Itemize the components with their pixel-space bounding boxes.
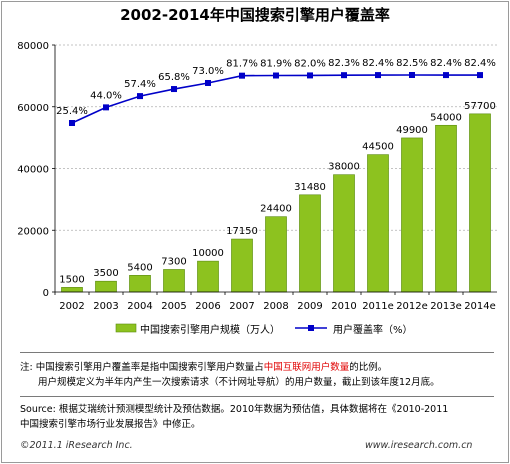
coverage-value-label: 73.0% xyxy=(192,66,224,77)
bar-value-label: 38000 xyxy=(328,162,360,173)
x-tick-label: 2013e xyxy=(430,301,462,312)
coverage-point-2012e xyxy=(409,72,415,78)
bar-2014e xyxy=(469,113,491,293)
bar-2011e xyxy=(367,154,389,293)
bar-2003 xyxy=(95,280,117,293)
coverage-value-label: 82.4% xyxy=(464,58,496,69)
x-tick-label: 2003 xyxy=(93,301,118,312)
x-tick-label: 2011e xyxy=(362,301,394,312)
note-line-1-a: 注: 中国搜索引擎用户覆盖率是指中国搜索引擎用户数量占 xyxy=(20,362,264,373)
notes-divider-bottom xyxy=(20,396,494,397)
notes-divider-top xyxy=(20,352,494,353)
bar-value-label: 1500 xyxy=(59,274,84,285)
coverage-point-2006 xyxy=(205,79,211,86)
bar-2009 xyxy=(299,194,321,293)
coverage-value-label: 65.8% xyxy=(158,72,190,83)
y-tick-label: 40000 xyxy=(17,165,49,176)
coverage-value-label: 44.0% xyxy=(90,90,122,101)
legend-label-line: 用户覆盖率（%） xyxy=(333,323,413,336)
note-line-1-b: 的比例。 xyxy=(349,362,388,373)
bar-value-label: 5400 xyxy=(127,262,152,273)
bar-value-label: 31480 xyxy=(294,182,326,193)
coverage-point-2005 xyxy=(171,86,177,93)
x-tick-label: 2010 xyxy=(331,301,356,312)
bar-2006 xyxy=(197,260,219,293)
x-tick-label: 2002 xyxy=(59,301,84,312)
bar-value-label: 57700 xyxy=(464,101,496,112)
bar-2012e xyxy=(401,137,423,293)
bar-2002 xyxy=(61,287,83,293)
coverage-point-2011e xyxy=(375,72,381,79)
coverage-value-label: 82.0% xyxy=(294,58,326,69)
coverage-value-label: 57.4% xyxy=(124,79,156,90)
coverage-value-label: 25.4% xyxy=(56,106,88,117)
coverage-value-label: 81.9% xyxy=(260,59,292,70)
coverage-point-2014e xyxy=(477,72,483,79)
y-tick-label: 80000 xyxy=(17,41,49,52)
coverage-point-2004 xyxy=(137,93,143,100)
bar-value-label: 44500 xyxy=(362,142,394,153)
coverage-point-2003 xyxy=(103,104,109,111)
x-tick-label: 2007 xyxy=(229,301,254,312)
bar-value-label: 24400 xyxy=(260,204,292,215)
coverage-point-2008 xyxy=(273,72,279,79)
coverage-point-2013e xyxy=(443,72,449,79)
coverage-point-2007 xyxy=(239,72,245,79)
x-tick-label: 2014e xyxy=(464,301,496,312)
bar-2010 xyxy=(333,174,355,293)
bar-2004 xyxy=(129,275,151,293)
website: www.iresearch.com.cn xyxy=(365,440,473,451)
note-line-1: 注: 中国搜索引擎用户覆盖率是指中国搜索引擎用户数量占中国互联网用户数量的比例。 xyxy=(20,360,496,375)
y-tick-label: 60000 xyxy=(17,103,49,114)
bar-value-label: 54000 xyxy=(430,112,462,123)
x-tick-label: 2012e xyxy=(396,301,428,312)
legend-swatch-marker xyxy=(308,325,314,331)
bar-value-label: 10000 xyxy=(192,248,224,259)
x-tick-label: 2008 xyxy=(263,301,288,312)
coverage-point-2009 xyxy=(307,72,313,79)
chart-title: 2002-2014年中国搜索引擎用户覆盖率 xyxy=(120,6,390,24)
coverage-value-label: 82.4% xyxy=(362,58,394,69)
x-tick-label: 2006 xyxy=(195,301,220,312)
coverage-value-label: 81.7% xyxy=(226,59,258,70)
bar-2013e xyxy=(435,124,457,293)
x-tick-label: 2009 xyxy=(297,301,322,312)
note-line-1-highlight: 中国互联网用户数量 xyxy=(263,362,350,373)
coverage-point-2002 xyxy=(69,120,75,126)
coverage-value-label: 82.5% xyxy=(396,58,428,69)
bar-2008 xyxy=(265,216,287,293)
bar-value-label: 7300 xyxy=(161,256,186,267)
note-line-2: 用户规模定义为半年内产生一次搜索请求（不计网址导航）的用户数量，截止到该年度12… xyxy=(38,377,440,388)
bar-value-label: 17150 xyxy=(226,226,258,237)
coverage-value-label: 82.4% xyxy=(430,58,462,69)
legend-label-bar: 中国搜索引擎用户规模（万人） xyxy=(140,323,280,336)
coverage-value-label: 82.3% xyxy=(328,58,360,69)
legend-swatch-bar xyxy=(115,323,137,333)
bar-value-label: 3500 xyxy=(93,268,118,279)
source-line-2: 中国搜索引擎市场行业发展报告》中修正。 xyxy=(20,419,201,430)
source-line-1: Source: 根据艾瑞统计预测模型统计及预估数据。2010年数据为预估值，具体… xyxy=(20,404,449,415)
bar-2005 xyxy=(163,269,185,293)
coverage-point-2010 xyxy=(341,72,347,79)
y-tick-label: 0 xyxy=(43,288,49,299)
y-tick-label: 20000 xyxy=(17,226,49,237)
copyright: ©2011.1 iResearch Inc. xyxy=(20,440,133,451)
x-tick-label: 2005 xyxy=(161,301,186,312)
x-tick-label: 2004 xyxy=(127,301,152,312)
bar-value-label: 49900 xyxy=(396,125,428,136)
bar-2007 xyxy=(231,238,253,293)
